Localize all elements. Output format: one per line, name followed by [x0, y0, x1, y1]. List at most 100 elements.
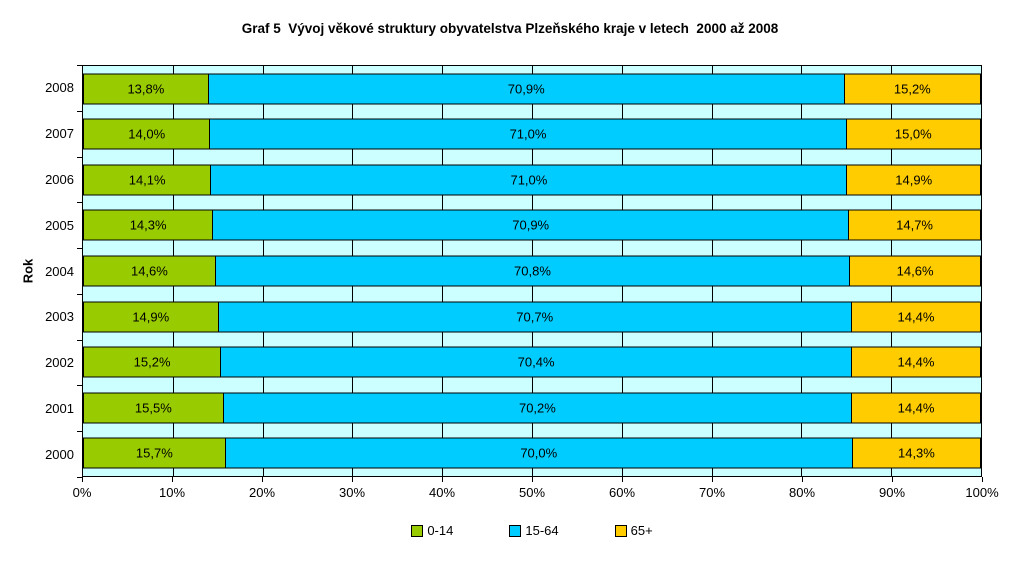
plot-area: 13,8% 70,9% 15,2% 14,0% 71,0% 15,0% 14,1% 71,0%… [82, 65, 982, 477]
x-axis-label: 70% [698, 485, 726, 500]
bar-row: 15,7% 70,0% 14,3% [83, 431, 981, 477]
bar-data-label: 15,2% [133, 354, 171, 370]
bar-segment-15-64: 70,0% [224, 438, 852, 468]
stacked-bar: 14,3% 70,9% 14,7% [83, 209, 981, 241]
bar-row: 14,9% 70,7% 14,4% [83, 294, 981, 340]
bar-segment-65+: 14,3% [851, 438, 980, 468]
bar-segment-15-64: 71,0% [210, 165, 847, 195]
bar-segment-65+: 14,9% [846, 165, 980, 195]
x-axis-label: 90% [878, 485, 906, 500]
x-tick [532, 477, 533, 482]
y-axis-label: 2001 [45, 400, 74, 416]
stacked-bar: 15,7% 70,0% 14,3% [83, 437, 981, 469]
bar-segment-0-14: 13,8% [84, 74, 208, 104]
bar-data-label: 13,8% [127, 81, 165, 97]
bar-segment-65+: 14,7% [848, 210, 980, 240]
y-tick [77, 65, 82, 66]
legend: 0-14 15-64 65+ [82, 523, 982, 538]
bar-segment-15-64: 70,9% [207, 74, 844, 104]
x-tick [982, 477, 983, 482]
x-tick [172, 477, 173, 482]
legend-item: 15-64 [509, 523, 559, 538]
bar-data-label: 70,8% [514, 263, 551, 279]
y-axis-labels: 2008 2007 2006 2005 2004 2003 2002 2001 2000 [0, 65, 74, 477]
y-axis-label: 2003 [45, 309, 74, 325]
stacked-bar: 15,5% 70,2% 14,4% [83, 392, 981, 424]
stacked-bar: 14,6% 70,8% 14,6% [83, 255, 981, 287]
x-tick [622, 477, 623, 482]
legend-label: 0-14 [427, 523, 454, 538]
legend-item: 0-14 [411, 523, 453, 538]
x-tick [262, 477, 263, 482]
y-axis-label: 2005 [45, 217, 74, 233]
bar-segment-65+: 14,4% [850, 347, 980, 377]
bar-data-label: 70,9% [512, 217, 550, 233]
bar-segment-0-14: 14,0% [84, 119, 210, 149]
legend-item: 65+ [614, 523, 653, 538]
bar-data-label: 14,7% [896, 217, 933, 233]
y-axis-label: 2004 [45, 263, 74, 279]
bar-segment-15-64: 70,8% [214, 256, 850, 286]
bar-rows: 13,8% 70,9% 15,2% 14,0% 71,0% 15,0% 14,1% 71,0%… [83, 66, 981, 476]
legend-label: 15-64 [525, 523, 559, 538]
x-tick [802, 477, 803, 482]
y-axis-label: 2000 [45, 446, 74, 462]
y-axis-label: 2002 [45, 355, 74, 371]
bar-segment-0-14: 14,9% [84, 302, 218, 332]
stacked-bar: 14,9% 70,7% 14,4% [83, 301, 981, 333]
stacked-bar: 13,8% 70,9% 15,2% [83, 73, 981, 105]
bar-segment-15-64: 71,0% [209, 119, 846, 149]
x-axis-label: 100% [965, 485, 999, 500]
bar-data-label: 14,0% [128, 126, 166, 142]
bar-segment-0-14: 14,6% [84, 256, 215, 286]
legend-swatch-icon [411, 524, 424, 537]
bar-segment-15-64: 70,9% [212, 210, 849, 240]
bar-segment-15-64: 70,7% [217, 302, 851, 332]
y-tick [77, 294, 82, 295]
bar-data-label: 15,5% [134, 400, 172, 416]
bar-data-label: 70,9% [507, 81, 545, 97]
bar-segment-65+: 15,0% [845, 119, 980, 149]
stacked-bar: 14,0% 71,0% 15,0% [83, 118, 981, 150]
y-axis-label: 2008 [45, 80, 74, 96]
x-axis-label: 40% [428, 485, 456, 500]
y-tick [77, 477, 82, 478]
bar-data-label: 14,1% [128, 172, 166, 188]
bar-data-label: 14,9% [895, 172, 933, 188]
bar-row: 14,6% 70,8% 14,6% [83, 248, 981, 294]
bar-segment-0-14: 15,2% [84, 347, 221, 377]
x-axis-label: 10% [158, 485, 186, 500]
bar-data-label: 14,4% [897, 309, 935, 325]
y-tick [77, 385, 82, 386]
legend-swatch-icon [614, 524, 627, 537]
y-axis-label: 2007 [45, 126, 74, 142]
bar-segment-15-64: 70,4% [220, 347, 851, 377]
bar-segment-0-14: 15,5% [84, 393, 223, 423]
bar-data-label: 15,7% [135, 445, 173, 461]
bar-data-label: 70,0% [520, 445, 558, 461]
bar-segment-0-14: 14,3% [84, 210, 213, 240]
y-tick [77, 340, 82, 341]
bar-data-label: 15,0% [894, 126, 932, 142]
bar-segment-65+: 15,2% [843, 74, 980, 104]
bar-data-label: 71,0% [510, 172, 548, 188]
bar-data-label: 14,6% [130, 263, 168, 279]
bar-data-label: 70,7% [516, 309, 554, 325]
bar-data-label: 14,6% [896, 263, 934, 279]
bar-row: 14,1% 71,0% 14,9% [83, 157, 981, 203]
bar-segment-65+: 14,6% [849, 256, 980, 286]
legend-label: 65+ [630, 523, 653, 538]
x-axis-label: 0% [72, 485, 92, 500]
bar-data-label: 14,3% [129, 217, 167, 233]
bar-segment-0-14: 14,1% [84, 165, 211, 195]
x-tick [442, 477, 443, 482]
bar-data-label: 14,3% [897, 445, 935, 461]
x-axis-label: 50% [518, 485, 546, 500]
legend-swatch-icon [509, 524, 522, 537]
x-tick [352, 477, 353, 482]
y-tick [77, 157, 82, 158]
stacked-bar: 15,2% 70,4% 14,4% [83, 346, 981, 378]
x-tick [82, 477, 83, 482]
bar-segment-15-64: 70,2% [222, 393, 852, 423]
bar-data-label: 14,9% [132, 309, 170, 325]
